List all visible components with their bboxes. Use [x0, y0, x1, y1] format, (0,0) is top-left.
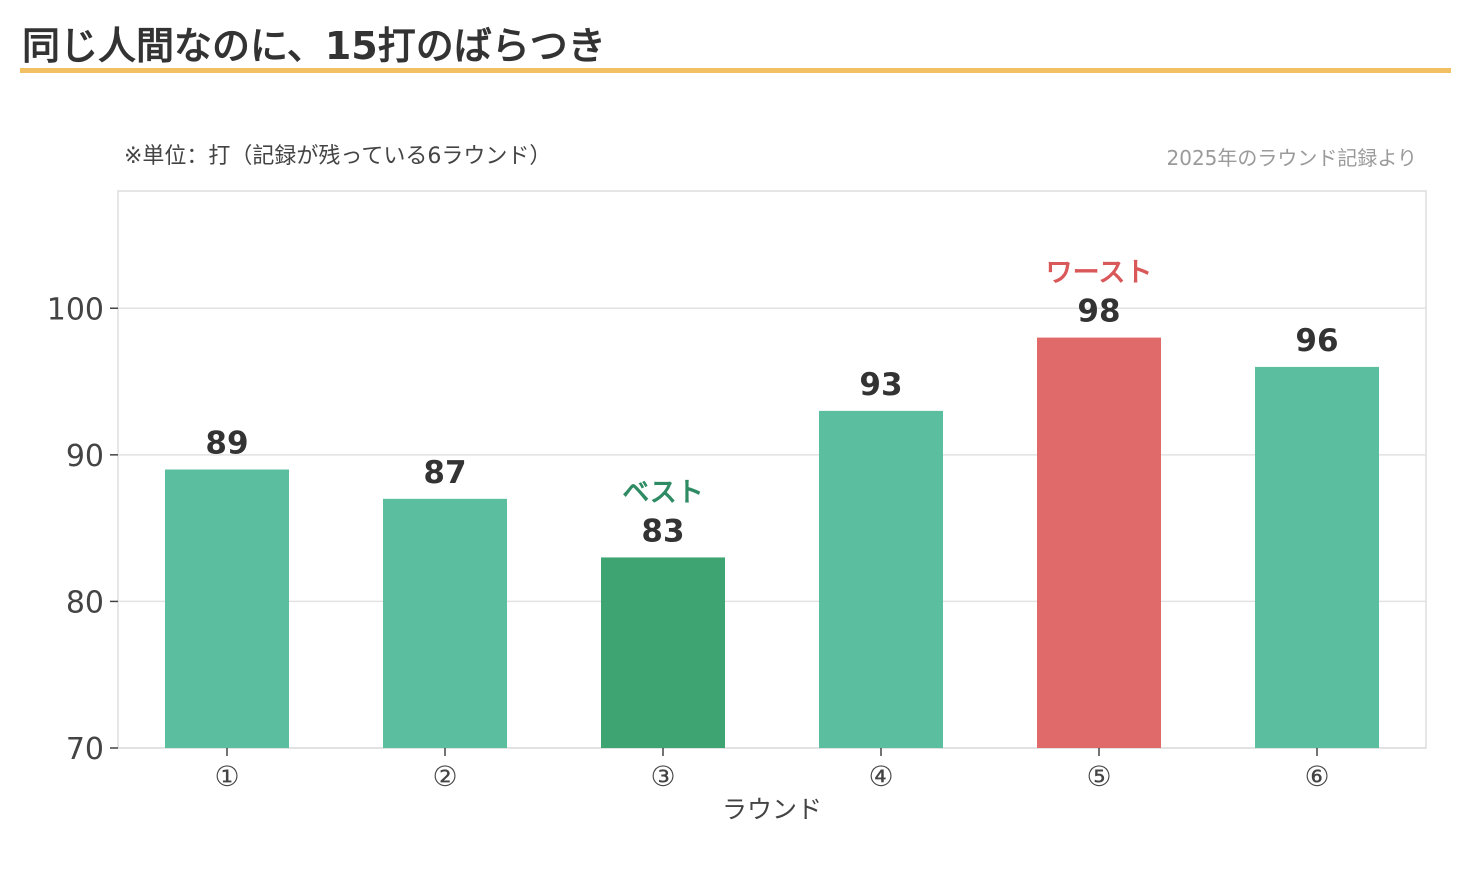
value-label-2: 87 — [423, 455, 466, 491]
x-tick-label-2: ② — [432, 760, 457, 793]
y-tick-label-100: 100 — [47, 292, 104, 327]
bar-1 — [165, 469, 289, 748]
value-label-3: 83 — [641, 513, 684, 549]
x-tick-label-5: ⑤ — [1086, 760, 1111, 793]
value-label-5: 98 — [1077, 294, 1120, 330]
best-annotation: ベスト — [622, 477, 704, 508]
bar-3 — [601, 557, 725, 748]
title-underline — [20, 68, 1451, 73]
bars — [165, 337, 1379, 748]
value-label-1: 89 — [205, 426, 248, 462]
page-title: 同じ人間なのに、15打のばらつき — [22, 24, 606, 68]
x-tick-label-3: ③ — [650, 760, 675, 793]
value-label-6: 96 — [1295, 323, 1338, 359]
plot-frame — [117, 190, 1427, 749]
x-axis-title: ラウンド — [722, 795, 822, 824]
x-tick-label-1: ① — [214, 760, 239, 793]
bar-4 — [819, 410, 943, 748]
bar-6 — [1255, 366, 1379, 748]
bar-2 — [383, 498, 507, 748]
x-tick-label-4: ④ — [868, 760, 893, 793]
worst-annotation: ワースト — [1046, 258, 1153, 289]
source-note: 2025年のラウンド記録より — [1166, 146, 1418, 170]
data-labels: 89 87 83 ベスト 93 98 ワースト 96 — [205, 258, 1338, 550]
grid-lines — [118, 307, 1426, 749]
unit-note: ※単位：打（記録が残っている6ラウンド） — [124, 144, 552, 169]
y-tick-label-90: 90 — [66, 439, 104, 474]
y-axis: 70 80 90 100 — [47, 292, 118, 767]
y-tick-label-70: 70 — [66, 732, 104, 767]
value-label-4: 93 — [859, 367, 902, 403]
x-axis: ① ② ③ ④ ⑤ ⑥ — [214, 748, 1330, 793]
y-tick-label-80: 80 — [66, 585, 104, 620]
bar-5 — [1037, 337, 1161, 748]
x-tick-label-6: ⑥ — [1304, 760, 1329, 793]
